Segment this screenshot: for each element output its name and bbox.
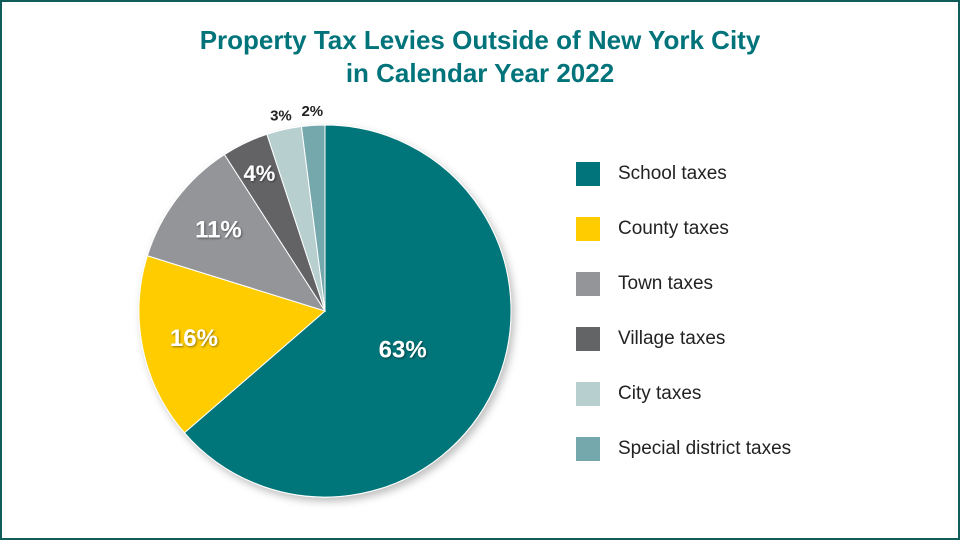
legend-label: City taxes	[618, 383, 702, 404]
chart-legend: School taxes County taxes Town taxes Villag…	[576, 160, 876, 490]
legend-item-city-taxes: City taxes	[576, 380, 876, 435]
legend-label: Special district taxes	[618, 438, 792, 459]
legend-swatch	[576, 272, 600, 296]
legend-label: Town taxes	[618, 273, 714, 294]
legend-item-village-taxes: Village taxes	[576, 325, 876, 380]
legend-item-town-taxes: Town taxes	[576, 270, 876, 325]
pie-slice-town-taxes	[146, 153, 327, 312]
legend-swatch	[576, 217, 600, 241]
pie-slice-special-district-taxes	[300, 124, 326, 312]
legend-label: Village taxes	[618, 328, 726, 349]
chart-title: Property Tax Levies Outside of New York …	[0, 24, 960, 90]
legend-item-special-district-taxes: Special district taxes	[576, 435, 876, 490]
pie-label-school-taxes: 63%	[379, 336, 427, 363]
legend-swatch	[576, 382, 600, 406]
pie-slice-county-taxes	[138, 255, 327, 434]
chart-title-line-2: in Calendar Year 2022	[345, 58, 615, 88]
chart-title-line-1: Property Tax Levies Outside of New York …	[199, 25, 761, 55]
legend-swatch	[576, 437, 600, 461]
legend-item-county-taxes: County taxes	[576, 215, 876, 270]
pie-slice-school-taxes	[183, 124, 512, 498]
pie-label-city-taxes: 3%	[270, 107, 292, 124]
pie-label-village-taxes: 4%	[244, 161, 276, 186]
legend-label: County taxes	[618, 218, 729, 239]
pie-label-town-taxes: 11%	[195, 216, 242, 243]
pie-label-county-taxes: 16%	[170, 325, 218, 352]
legend-item-school-taxes: School taxes	[576, 160, 876, 215]
legend-label: School taxes	[618, 163, 727, 184]
legend-swatch	[576, 162, 600, 186]
legend-swatch	[576, 327, 600, 351]
pie-label-special-district-taxes: 2%	[301, 103, 323, 120]
